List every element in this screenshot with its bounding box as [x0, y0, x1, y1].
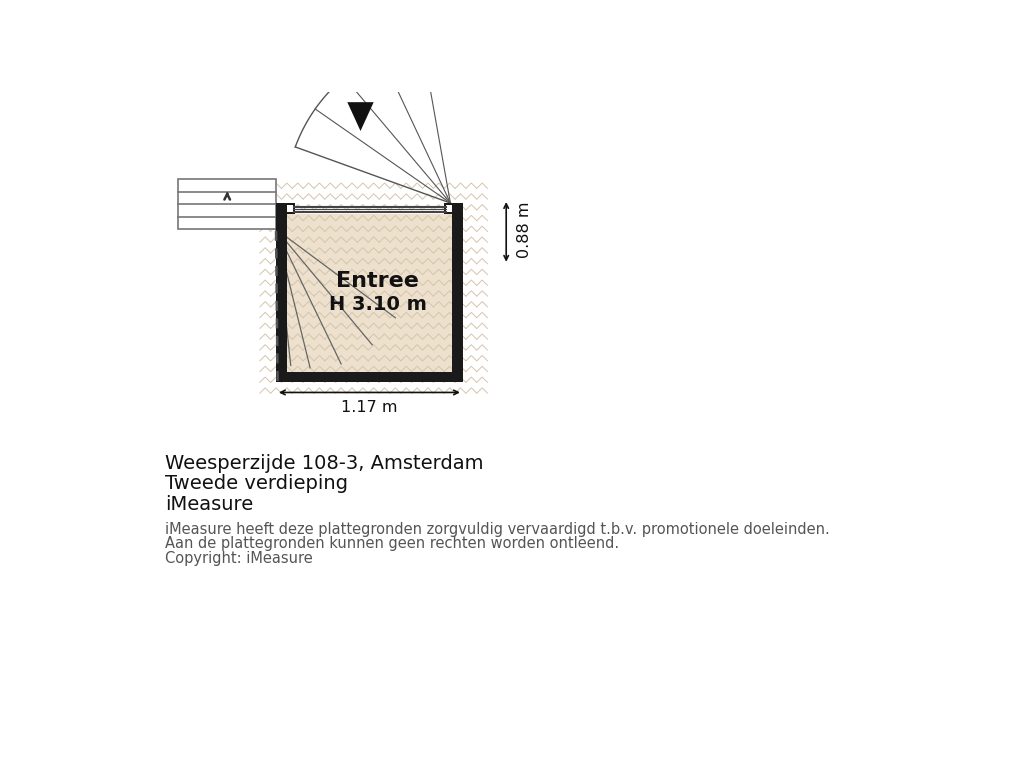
Text: Tweede verdieping: Tweede verdieping [165, 474, 348, 493]
Text: H 3.10 m: H 3.10 m [329, 295, 427, 314]
Bar [287, 214, 452, 372]
Bar [287, 205, 293, 211]
Bar [444, 203, 463, 214]
Bar [276, 372, 463, 382]
Text: Copyright: iMeasure: Copyright: iMeasure [165, 551, 313, 566]
Text: Entree: Entree [336, 271, 419, 291]
Polygon shape [347, 102, 374, 131]
Bar [178, 179, 276, 229]
Text: 0.88 m: 0.88 m [517, 202, 532, 258]
Bar [276, 203, 295, 214]
Text: 1.17 m: 1.17 m [341, 400, 397, 415]
Text: iMeasure: iMeasure [165, 495, 254, 514]
Bar [445, 205, 452, 211]
Text: Aan de plattegronden kunnen geen rechten worden ontleend.: Aan de plattegronden kunnen geen rechten… [165, 537, 620, 551]
Text: iMeasure heeft deze plattegronden zorgvuldig vervaardigd t.b.v. promotionele doe: iMeasure heeft deze plattegronden zorgvu… [165, 521, 829, 537]
Bar [452, 203, 463, 382]
Text: Weesperzijde 108-3, Amsterdam: Weesperzijde 108-3, Amsterdam [165, 454, 483, 473]
Bar [276, 203, 287, 382]
